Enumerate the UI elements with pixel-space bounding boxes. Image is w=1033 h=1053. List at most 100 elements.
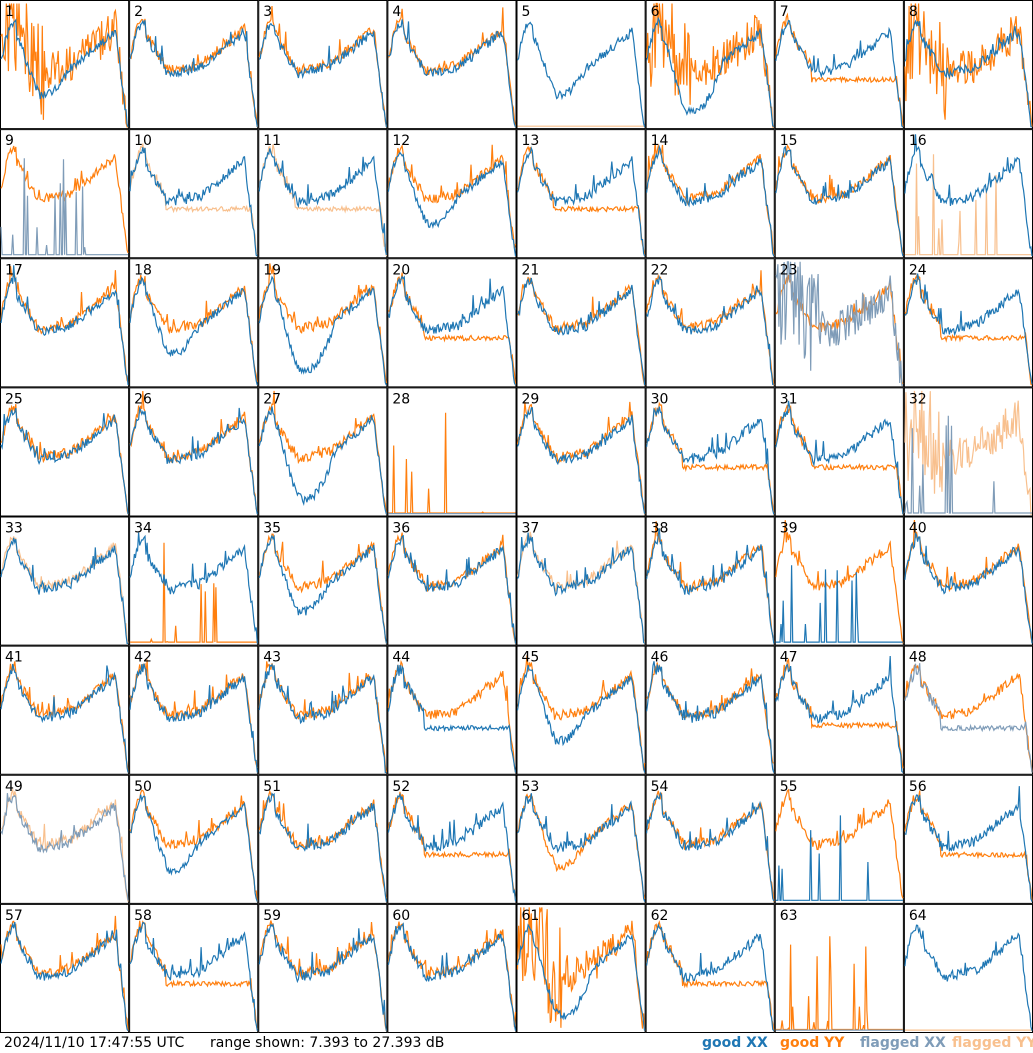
panel-label: 40 [909, 521, 927, 537]
series-xx-panel-22 [646, 274, 775, 386]
series-yy-panel-48 [904, 664, 1033, 773]
series-xx-panel-59 [258, 923, 387, 1031]
panel-label: 20 [392, 262, 410, 278]
panel-37: 37 [516, 516, 646, 646]
panel-55: 55 [774, 774, 904, 904]
panel-11: 11 [258, 129, 388, 259]
series-xx-panel-8 [904, 19, 1033, 128]
series-xx-panel-13 [516, 146, 646, 257]
panel-frame [258, 516, 388, 646]
panel-18: 18 [129, 258, 259, 388]
panel-label: 4 [392, 4, 401, 20]
panel-label: 61 [522, 908, 540, 924]
panel-label: 3 [263, 4, 272, 20]
panel-label: 22 [651, 262, 669, 278]
panel-16: 16 [903, 129, 1033, 259]
series-xx-panel-10 [129, 147, 258, 257]
panel-frame [387, 516, 517, 646]
series-xx-panel-27 [258, 406, 387, 515]
panel-frame [645, 0, 775, 130]
panel-label: 64 [909, 908, 927, 924]
series-yy-panel-27 [258, 390, 387, 515]
series-yy-panel-11 [258, 144, 387, 257]
panel-40: 40 [903, 516, 1033, 646]
panel-label: 21 [522, 262, 540, 278]
series-xx-panel-33 [0, 537, 129, 644]
series-xx-panel-45 [516, 664, 646, 773]
series-xx-panel-57 [0, 921, 129, 1032]
range-readout: range shown: 7.393 to 27.393 dB [210, 1035, 445, 1051]
series-yy-panel-25 [0, 404, 129, 515]
panel-27: 27 [258, 387, 388, 517]
panel-frame [516, 129, 646, 259]
panel-6: 6 [645, 0, 775, 130]
panel-52: 52 [387, 774, 517, 904]
series-xx-panel-4 [388, 19, 517, 128]
series-xx-panel-17 [0, 265, 129, 386]
panel-25: 25 [0, 387, 130, 517]
series-xx-panel-51 [258, 792, 387, 902]
series-xx-panel-15 [775, 145, 904, 257]
panel-frame [903, 129, 1033, 259]
panel-label: 63 [780, 908, 798, 924]
panel-label: 49 [5, 779, 23, 795]
panel-label: 42 [134, 650, 152, 666]
series-yy-panel-39 [775, 520, 904, 644]
panel-frame [0, 258, 130, 388]
series-xx-panel-25 [0, 407, 129, 515]
series-xx-panel-31 [775, 400, 904, 515]
panel-label: 60 [392, 908, 410, 924]
panel-41: 41 [0, 645, 130, 775]
series-yy-panel-20 [387, 272, 517, 386]
panel-frame [645, 129, 775, 259]
panel-label: 23 [780, 262, 798, 278]
panel-label: 14 [651, 133, 669, 149]
panel-44: 44 [387, 645, 517, 775]
series-xx-panel-53 [517, 793, 646, 902]
series-xx-panel-30 [646, 406, 775, 515]
series-yy-panel-34 [130, 542, 258, 643]
panel-49: 49 [0, 774, 130, 904]
panel-label: 11 [263, 133, 281, 149]
series-xx-panel-38 [646, 528, 775, 644]
series-xx-panel-32 [904, 415, 1032, 514]
series-xx-panel-60 [387, 922, 517, 1031]
panel-label: 16 [909, 133, 927, 149]
panel-58: 58 [129, 903, 259, 1033]
panel-label: 25 [5, 391, 23, 407]
series-xx-panel-44 [387, 664, 517, 773]
series-yy-panel-55 [775, 788, 904, 899]
panel-51: 51 [258, 774, 388, 904]
panel-label: 30 [651, 391, 669, 407]
series-xx-panel-40 [904, 532, 1033, 644]
panel-frame [258, 129, 388, 259]
panel-64: 64 [903, 903, 1033, 1033]
panel-39: 39 [774, 516, 904, 646]
panel-21: 21 [516, 258, 646, 388]
panel-label: 58 [134, 908, 152, 924]
series-xx-panel-2 [129, 19, 258, 127]
timestamp: 2024/11/10 17:47:55 UTC [4, 1035, 185, 1051]
panel-label: 10 [134, 133, 152, 149]
panel-label: 31 [780, 391, 798, 407]
panel-label: 32 [909, 391, 927, 407]
panel-label: 33 [5, 521, 23, 537]
panel-13: 13 [516, 129, 646, 259]
panel-63: 63 [774, 903, 904, 1033]
panel-label: 59 [263, 908, 281, 924]
panel-label: 43 [263, 650, 281, 666]
panel-label: 17 [5, 262, 23, 278]
legend-flagged-yy: flagged YY [952, 1035, 1033, 1051]
panel-frame [645, 516, 775, 646]
panel-label: 15 [780, 133, 798, 149]
panel-label: 24 [909, 262, 927, 278]
series-yy-panel-47 [775, 657, 904, 769]
series-xx-panel-47 [775, 655, 904, 773]
panel-label: 35 [263, 521, 281, 537]
series-xx-panel-36 [387, 534, 517, 644]
panel-60: 60 [387, 903, 517, 1033]
panel-34: 34 [129, 516, 259, 646]
panel-label: 39 [780, 521, 798, 537]
panel-43: 43 [258, 645, 388, 775]
series-yy-panel-49 [0, 787, 129, 902]
